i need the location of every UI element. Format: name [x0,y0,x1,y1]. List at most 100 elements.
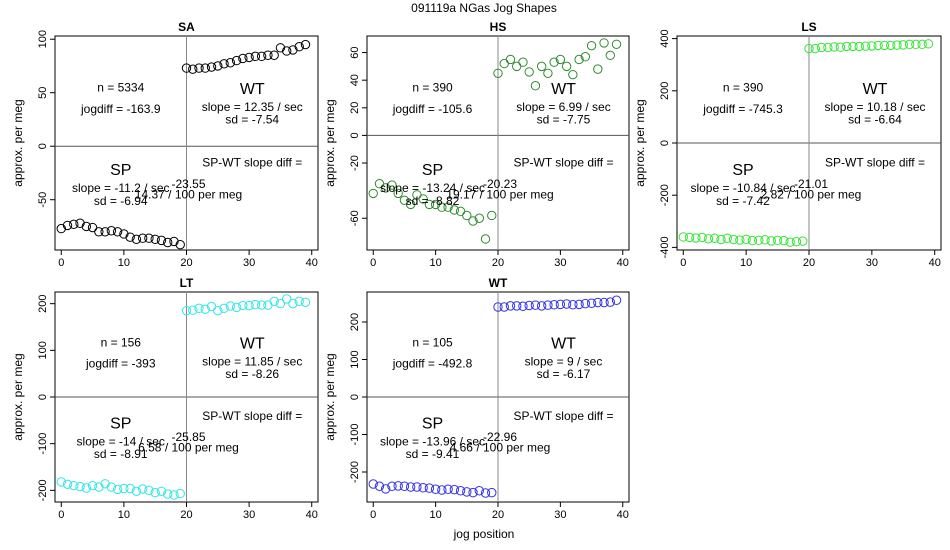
wt-label: WT [551,336,576,353]
sp-point [125,483,135,494]
wt-point [256,300,267,310]
y-tick-label: -100 [37,433,49,455]
wt-point [225,58,236,68]
y-tick-label: 200 [37,294,49,312]
panel-ls: LS 0 10 20 30 40 -400 -200 0 200 400 approx. per me… [633,20,942,269]
y-tick-label: -200 [659,184,671,206]
wt-point [505,301,516,311]
sp-slope: slope = -11.2 / sec [72,181,170,195]
wt-point [219,303,229,314]
wt-point [611,39,622,49]
wt-label: WT [240,336,265,353]
wt-point [549,300,559,310]
sp-point [75,218,85,228]
x-tick-label: 30 [554,509,566,521]
y-tick-label: 200 [659,82,671,100]
wt-point [842,41,852,52]
sp-point [144,485,154,496]
y-axis-label: approx. per meg [323,99,337,186]
wt-sd: sd = -6.17 [537,367,591,381]
sp-point [678,232,688,242]
wt-point [860,41,871,51]
diff-per-100: 14.37 / 100 per meg [135,188,242,202]
sp-point [156,486,167,496]
wt-point [499,58,509,69]
sp-point [137,233,148,243]
panel-sa: SA 0 10 20 30 40 -50 0 50 100 approx. per meg n = 5… [11,20,319,269]
diff-per-100: 4.66 / 100 per meg [450,441,551,455]
sp-label: SP [732,162,753,179]
wt-point [580,52,591,62]
wt-point [574,54,584,65]
stat-n: n = 5334 [97,81,144,95]
diff-label: SP-WT slope diff = [202,409,302,423]
x-tick-label: 0 [370,257,376,269]
sp-point [772,235,783,246]
x-tick-label: 30 [243,257,255,269]
figure-title: 091119a NGas Jog Shapes [411,1,557,15]
wt-point [231,55,242,66]
x-tick-label: 20 [803,257,815,269]
wt-point [555,299,566,310]
wt-point [200,63,210,73]
diff-label: SP-WT slope diff = [514,156,614,170]
x-tick-label: 20 [180,257,192,269]
y-tick-label: 0 [349,132,361,138]
wt-point [518,57,528,67]
wt-label: WT [863,81,888,98]
y-axis-label: approx. per meg [323,353,337,440]
y-tick-label: -400 [659,236,671,258]
sp-point [125,232,135,242]
wt-point [867,41,877,51]
sp-point [760,235,770,245]
diff-value: -23.55 [171,177,205,191]
y-tick-label: 0 [37,394,49,400]
sp-point [119,483,129,494]
sp-point [112,484,123,495]
wt-point [593,64,603,74]
sp-point [418,483,428,493]
y-tick-label: -60 [349,210,361,226]
wt-point [300,39,311,50]
sp-point [368,479,378,489]
wt-point [892,40,902,50]
stat-n: n = 390 [412,81,453,95]
wt-point [275,43,286,53]
x-tick-label: 30 [243,509,255,521]
x-tick-label: 40 [617,257,629,269]
wt-point [543,300,553,310]
wt-point [904,39,915,50]
y-tick-label: 0 [349,394,361,400]
sp-point [779,235,789,246]
x-tick-label: 30 [554,257,566,269]
sp-point [703,234,714,244]
sp-point [62,220,73,231]
wt-point [561,61,572,72]
sp-point [697,232,707,243]
wt-point [536,301,547,311]
sp-point [468,216,478,226]
x-tick-label: 40 [617,509,629,521]
wt-point [886,40,896,51]
wt-point [275,298,286,309]
sp-point [462,487,472,497]
y-tick-label: 40 [349,74,361,86]
sp-sd: sd = -7.42 [716,194,770,208]
sp-point [487,210,497,221]
sp-point [69,219,79,230]
x-tick-label: 0 [58,257,64,269]
sp-point [728,234,739,245]
wt-point [816,42,827,53]
diff-per-100: 6.58 / 100 per meg [138,441,239,455]
sp-point [169,236,179,247]
wt-sd: sd = -8.26 [225,367,279,381]
sp-point [131,486,142,496]
wt-point [574,299,584,310]
y-tick-label: 100 [37,341,49,359]
wt-point [543,68,553,78]
sp-point [430,199,441,210]
wt-point [873,40,883,51]
y-tick-label: 60 [349,46,361,58]
stat-jogdiff: jogdiff = -393 [85,357,156,371]
sp-point [175,239,185,250]
